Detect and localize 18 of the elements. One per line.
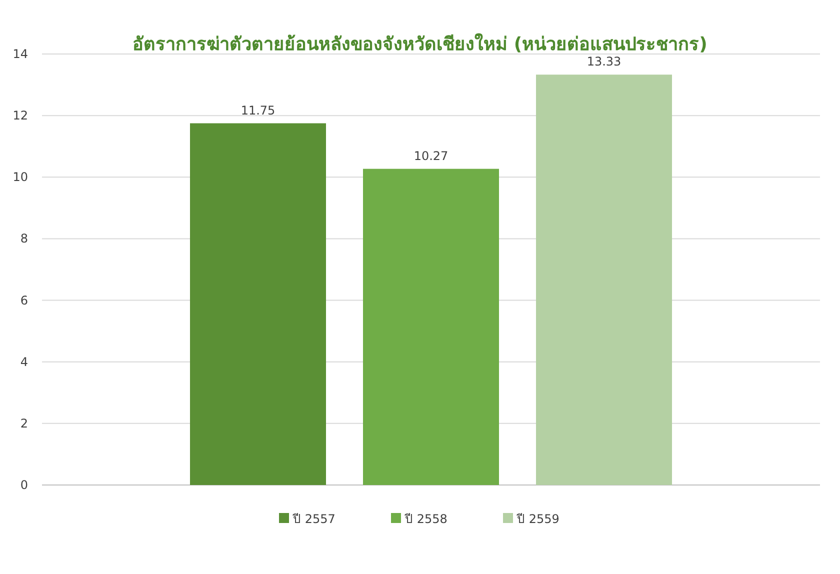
bar [363,168,499,485]
y-tick-label: 10 [12,170,28,184]
y-tick-label: 4 [20,354,28,369]
bar [190,123,326,485]
data-label: 11.75 [240,103,276,118]
y-tick-label: 6 [20,293,28,308]
legend-label: ปี 2558 [404,512,448,526]
y-tick-label: 8 [20,232,28,246]
chart-title: อัตราการฆ่าตัวตายย้อนหลังของจังหวัดเชียงใหม่ (หน่วยต่อแสนประชากร) [132,33,708,55]
y-tick-label: 14 [12,47,28,61]
y-tick-label: 2 [20,416,28,430]
data-label: 13.33 [586,54,622,69]
legend-label: ปี 2559 [516,512,560,526]
data-label: 10.27 [414,148,448,163]
legend-label: ปี 2557 [292,512,336,526]
bar [536,74,672,485]
y-tick-label: 12 [12,108,28,123]
y-tick-label: 0 [20,478,28,492]
